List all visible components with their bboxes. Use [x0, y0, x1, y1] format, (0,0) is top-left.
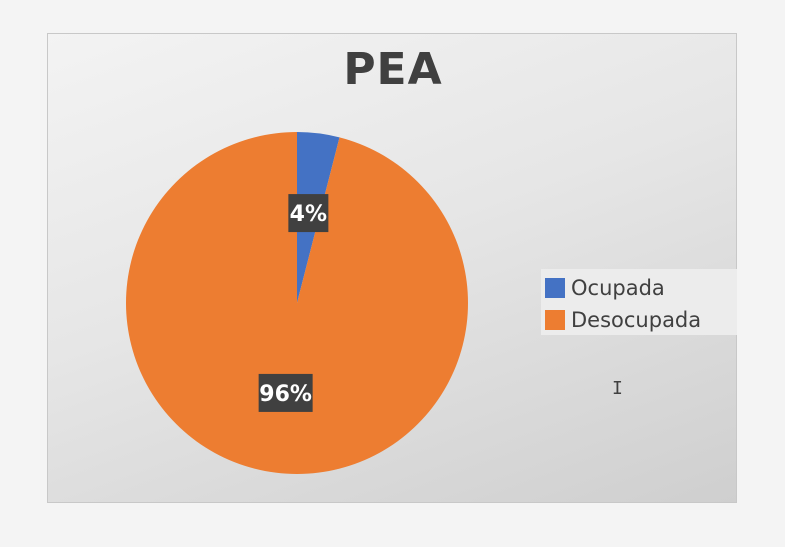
- data-label-text: 4%: [290, 202, 327, 227]
- chart-area[interactable]: PEA 4% 96% Ocupada Desocupada: [47, 33, 737, 503]
- pie-data-labels: 4% 96%: [258, 194, 329, 412]
- pie-slices: [125, 132, 468, 475]
- data-label-box: [288, 194, 329, 233]
- pie-slice-desocupada[interactable]: [125, 132, 468, 475]
- legend[interactable]: Ocupada Desocupada: [541, 269, 737, 335]
- legend-label-desocupada: Desocupada: [571, 308, 702, 332]
- text-cursor-icon: I: [612, 378, 623, 399]
- pie-chart: 4% 96%: [125, 132, 468, 475]
- legend-entry-desocupada[interactable]: Desocupada: [545, 306, 737, 334]
- data-label-text: 96%: [259, 382, 312, 407]
- data-label-ocupada: 4%: [288, 194, 329, 233]
- chart-title: PEA: [343, 44, 443, 95]
- legend-swatch-desocupada: [545, 310, 565, 330]
- legend-swatch-ocupada: [545, 278, 565, 298]
- legend-label-ocupada: Ocupada: [571, 276, 665, 300]
- data-label-box: [258, 373, 313, 412]
- legend-entry-ocupada[interactable]: Ocupada: [545, 274, 737, 302]
- data-label-desocupada: 96%: [258, 373, 313, 412]
